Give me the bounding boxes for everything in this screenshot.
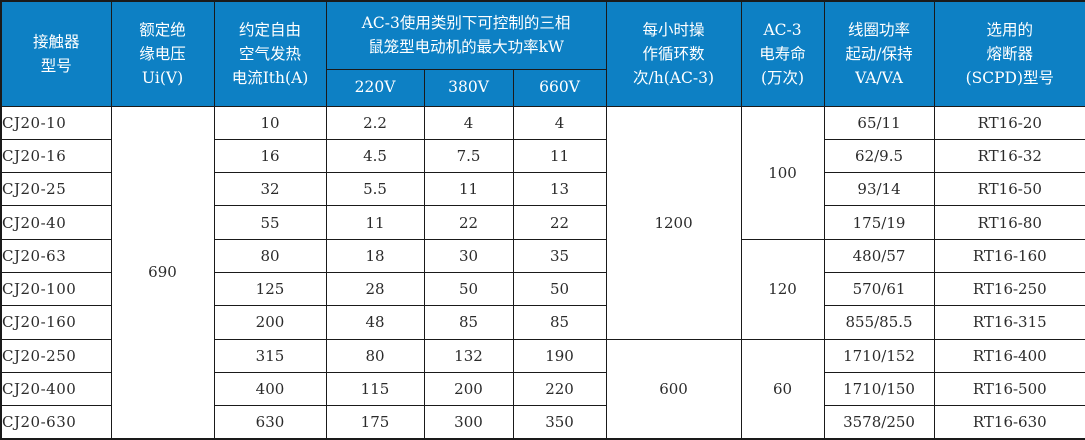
cell-coil-power: 1710/150 [823,371,935,407]
cell-life-merged-upper: 100 [740,105,825,240]
cell-fuse-type: RT16-160 [933,238,1085,273]
cell-fuse-type: RT16-630 [933,405,1085,440]
cell-power-660v: 11 [512,138,607,174]
cell-thermal-current: 16 [213,138,327,174]
cell-model: CJ20-63 [0,238,112,273]
cell-power-220v: 80 [325,338,425,373]
cell-power-660v: 85 [512,305,607,340]
cell-power-220v: 4.5 [325,138,425,174]
cell-fuse-type: RT16-80 [933,205,1085,240]
cell-fuse-type: RT16-32 [933,138,1085,174]
cell-coil-power: 480/57 [823,238,935,273]
cell-fuse-type: RT16-500 [933,371,1085,407]
header-cell-thermal-current: 约定自由 空气发热 电流Ith(A) [213,0,327,107]
cell-power-380v: 4 [423,105,514,140]
cell-power-220v: 5.5 [325,172,425,207]
header-cell-cycles-per-hour: 每小时操 作循环数 次/h(AC-3) [605,0,742,107]
cell-coil-power: 65/11 [823,105,935,140]
cell-coil-power: 93/14 [823,172,935,207]
cell-power-220v: 11 [325,205,425,240]
cell-power-220v: 28 [325,271,425,307]
cell-thermal-current: 630 [213,405,327,440]
cell-power-220v: 48 [325,305,425,340]
cell-power-220v: 18 [325,238,425,273]
cell-model: CJ20-160 [0,305,112,340]
cell-coil-power: 175/19 [823,205,935,240]
header-cell-fuse-type: 选用的 熔断器 (SCPD)型号 [933,0,1085,107]
cell-power-220v: 175 [325,405,425,440]
cell-power-380v: 300 [423,405,514,440]
header-cell-coil-power: 线圈功率 起动/保持 VA/VA [823,0,935,107]
cell-fuse-type: RT16-250 [933,271,1085,307]
cell-coil-power: 1710/152 [823,338,935,373]
header-cell-220v: 220V [325,68,425,107]
cell-power-380v: 50 [423,271,514,307]
cell-cycles-merged-upper: 1200 [605,105,742,340]
cell-cycles-merged-lower: 600 [605,338,742,440]
cell-thermal-current: 125 [213,271,327,307]
cell-coil-power: 3578/250 [823,405,935,440]
cell-thermal-current: 315 [213,338,327,373]
cell-thermal-current: 32 [213,172,327,207]
cell-power-380v: 22 [423,205,514,240]
cell-power-660v: 220 [512,371,607,407]
table-row: CJ20-16 16 4.5 7.5 11 62/9.5 RT16-32 [0,138,1085,174]
table-row: CJ20-10 690 10 2.2 4 4 1200 100 65/11 RT… [0,105,1085,440]
cell-life-merged-lower: 60 [740,338,825,440]
cell-power-660v: 4 [512,105,607,140]
cell-power-660v: 13 [512,172,607,207]
cell-fuse-type: RT16-400 [933,338,1085,373]
cell-model: CJ20-25 [0,172,112,207]
table-row: CJ20-160 200 48 85 85 855/85.5 RT16-315 [0,305,1085,340]
cell-power-380v: 7.5 [423,138,514,174]
cell-power-660v: 22 [512,205,607,240]
header-cell-660v: 660V [512,68,607,107]
cell-thermal-current: 80 [213,238,327,273]
cell-model: CJ20-10 [0,105,112,140]
cell-coil-power: 62/9.5 [823,138,935,174]
cell-power-380v: 30 [423,238,514,273]
cell-power-660v: 35 [512,238,607,273]
table-row: CJ20-400 400 115 200 220 1710/150 RT16-5… [0,371,1085,407]
cell-power-660v: 350 [512,405,607,440]
cell-model: CJ20-250 [0,338,112,373]
cell-thermal-current: 10 [213,105,327,140]
cell-power-660v: 50 [512,271,607,307]
cell-power-380v: 85 [423,305,514,340]
header-cell-ac3-power-group: AC-3使用类别下可控制的三相 鼠笼型电动机的最大功率kW [325,0,607,70]
table-header: 接触器 型号 额定绝 缘电压 Ui(V) 约定自由 空气发热 电流Ith(A) … [0,0,1085,107]
cell-insulation-voltage-merged: 690 [110,105,215,440]
header-cell-ac3-life: AC-3 电寿命 (万次) [740,0,825,107]
header-cell-insulation-voltage: 额定绝 缘电压 Ui(V) [110,0,215,107]
cell-fuse-type: RT16-50 [933,172,1085,207]
cell-model: CJ20-16 [0,138,112,174]
header-cell-contactor-model: 接触器 型号 [0,0,112,107]
table-row: CJ20-250 315 80 132 190 600 60 1710/152 … [0,338,1085,440]
table-row: CJ20-40 55 11 22 22 175/19 RT16-80 [0,205,1085,240]
cell-thermal-current: 200 [213,305,327,340]
cell-model: CJ20-630 [0,405,112,440]
cell-model: CJ20-400 [0,371,112,407]
cell-power-380v: 200 [423,371,514,407]
cell-power-220v: 115 [325,371,425,407]
cell-coil-power: 855/85.5 [823,305,935,340]
cell-coil-power: 570/61 [823,271,935,307]
cell-power-220v: 2.2 [325,105,425,140]
table-row: CJ20-630 630 175 300 350 3578/250 RT16-6… [0,405,1085,440]
cell-fuse-type: RT16-315 [933,305,1085,340]
cell-model: CJ20-40 [0,205,112,240]
cell-life-merged-middle: 120 [740,238,825,340]
table-row: CJ20-100 125 28 50 50 570/61 RT16-250 [0,271,1085,307]
cell-power-660v: 190 [512,338,607,373]
cell-thermal-current: 55 [213,205,327,240]
cell-thermal-current: 400 [213,371,327,407]
cell-fuse-type: RT16-20 [933,105,1085,140]
header-cell-380v: 380V [423,68,514,107]
cell-power-380v: 11 [423,172,514,207]
table-body: CJ20-10 690 10 2.2 4 4 1200 100 65/11 RT… [0,105,1085,440]
cell-model: CJ20-100 [0,271,112,307]
table-row: CJ20-25 32 5.5 11 13 93/14 RT16-50 [0,172,1085,207]
cell-power-380v: 132 [423,338,514,373]
